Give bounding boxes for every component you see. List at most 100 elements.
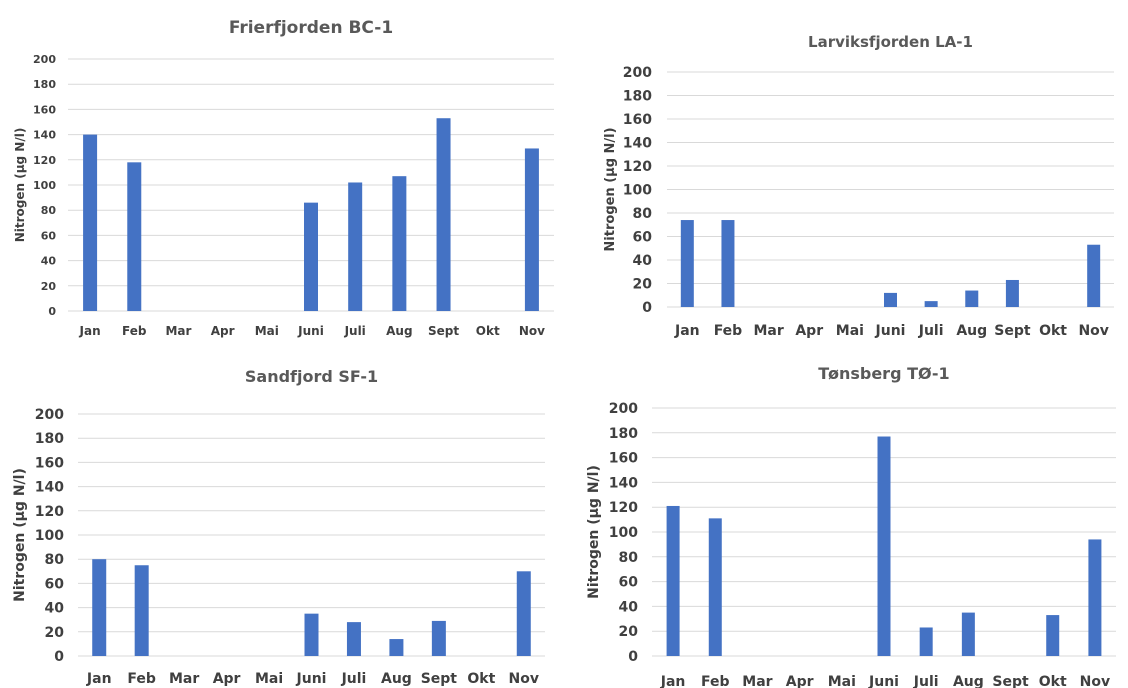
y-tick-label: 60 bbox=[633, 230, 653, 246]
x-tick-label: Okt bbox=[476, 324, 500, 338]
bar bbox=[304, 202, 318, 311]
bar bbox=[346, 622, 361, 656]
chart-title: Frierfjorden BC-1 bbox=[229, 18, 393, 38]
x-tick-label: Aug bbox=[386, 324, 412, 338]
y-tick-label: 100 bbox=[33, 179, 56, 192]
bar bbox=[436, 118, 451, 311]
x-tick-label: Apr bbox=[795, 323, 823, 339]
x-tick-label: Nov bbox=[509, 671, 539, 687]
y-tick-label: 120 bbox=[623, 159, 652, 175]
y-tick-label: 180 bbox=[623, 89, 652, 105]
y-tick-label: 20 bbox=[41, 280, 57, 293]
y-tick-label: 20 bbox=[633, 277, 653, 293]
y-tick-label: 20 bbox=[619, 624, 639, 640]
x-tick-label: Feb bbox=[127, 671, 156, 687]
y-tick-label: 0 bbox=[642, 300, 652, 316]
bar bbox=[524, 148, 539, 311]
x-tick-label: Okt bbox=[1039, 674, 1067, 688]
bar bbox=[304, 613, 319, 656]
x-tick-label: Mai bbox=[836, 323, 864, 339]
y-axis-label: Nitrogen (µg N/l) bbox=[603, 127, 618, 251]
bar bbox=[884, 292, 897, 307]
bar bbox=[1087, 244, 1101, 307]
y-tick-label: 40 bbox=[41, 255, 57, 268]
bar bbox=[392, 176, 407, 311]
bar bbox=[83, 134, 98, 311]
x-tick-label: Juli bbox=[341, 671, 367, 687]
x-tick-label: Aug bbox=[381, 671, 412, 687]
x-tick-label: Jan bbox=[79, 324, 101, 338]
x-tick-label: Mar bbox=[753, 323, 783, 339]
x-tick-label: Apr bbox=[786, 674, 814, 688]
y-axis-label: Nitrogen (µg N/l) bbox=[586, 465, 602, 599]
x-tick-label: Mai bbox=[255, 324, 279, 338]
x-tick-label: Aug bbox=[953, 674, 984, 688]
x-tick-label: Jan bbox=[86, 671, 112, 687]
x-tick-label: Sept bbox=[992, 674, 1029, 688]
x-tick-label: Juni bbox=[868, 674, 899, 688]
y-tick-label: 180 bbox=[33, 78, 56, 91]
y-axis-label: Nitrogen (µg N/l) bbox=[12, 468, 28, 602]
y-tick-label: 200 bbox=[33, 53, 56, 66]
x-tick-label: Apr bbox=[211, 324, 235, 338]
chart-title: Tønsberg TØ-1 bbox=[818, 364, 949, 383]
y-tick-label: 160 bbox=[609, 451, 638, 467]
x-tick-label: Sept bbox=[421, 671, 458, 687]
x-tick-label: Jan bbox=[660, 674, 686, 688]
y-tick-label: 200 bbox=[623, 65, 652, 81]
y-tick-label: 180 bbox=[609, 426, 638, 442]
bar bbox=[1088, 539, 1102, 656]
bar bbox=[708, 518, 722, 656]
chart-title: Sandfjord SF-1 bbox=[245, 367, 378, 386]
y-tick-label: 160 bbox=[33, 103, 56, 116]
bar bbox=[919, 627, 933, 656]
y-tick-label: 60 bbox=[41, 229, 57, 242]
x-tick-label: Okt bbox=[467, 671, 495, 687]
y-tick-label: 100 bbox=[35, 528, 64, 544]
y-tick-label: 140 bbox=[33, 129, 56, 142]
x-tick-label: Mai bbox=[828, 674, 856, 688]
bar bbox=[965, 290, 979, 307]
bar bbox=[961, 612, 975, 656]
x-tick-label: Sept bbox=[994, 323, 1031, 339]
bar bbox=[877, 436, 891, 656]
x-tick-label: Nov bbox=[1078, 323, 1108, 339]
x-tick-label: Mar bbox=[169, 671, 199, 687]
y-tick-label: 200 bbox=[35, 407, 64, 423]
bar bbox=[431, 620, 446, 656]
x-tick-label: Juli bbox=[344, 324, 366, 338]
chart-larviksfjorden: Larviksfjorden LA-1 Nitrogen (µg N/l) 0 20 4… bbox=[603, 33, 1114, 339]
y-tick-label: 100 bbox=[609, 525, 638, 541]
x-tick-label: Okt bbox=[1039, 323, 1067, 339]
chart-sandfjord: Sandfjord SF-1 Nitrogen (µg N/l) 0 20 40 60 80… bbox=[12, 367, 545, 687]
x-tick-label: Apr bbox=[213, 671, 241, 687]
x-tick-label: Feb bbox=[122, 324, 147, 338]
bar bbox=[92, 559, 107, 656]
y-tick-label: 40 bbox=[619, 599, 639, 615]
y-tick-label: 120 bbox=[33, 154, 56, 167]
x-tick-label: Juli bbox=[918, 323, 944, 339]
x-tick-label: Jan bbox=[674, 323, 700, 339]
bar bbox=[127, 162, 142, 311]
y-tick-label: 80 bbox=[41, 204, 57, 217]
bar bbox=[134, 565, 149, 656]
y-tick-label: 140 bbox=[609, 475, 638, 491]
x-tick-label: Juni bbox=[297, 324, 324, 338]
x-tick-label: Mar bbox=[742, 674, 772, 688]
y-tick-label: 80 bbox=[619, 550, 639, 566]
y-tick-label: 160 bbox=[623, 112, 652, 128]
x-tick-label: Juni bbox=[296, 671, 327, 687]
bar bbox=[680, 220, 694, 307]
y-tick-label: 60 bbox=[45, 576, 65, 592]
y-tick-label: 20 bbox=[45, 625, 65, 641]
y-tick-label: 200 bbox=[609, 401, 638, 417]
chart-frierfjorden: Frierfjorden BC-1 Nitrogen (µg N/l) 0 20 40 6… bbox=[13, 18, 554, 338]
y-tick-label: 120 bbox=[35, 504, 64, 520]
x-tick-label: Nov bbox=[519, 324, 545, 338]
x-tick-label: Juli bbox=[913, 674, 939, 688]
chart-tonsberg: Tønsberg TØ-1 Nitrogen (µg N/l) 0 20 40 60 80 1… bbox=[586, 364, 1116, 688]
y-tick-label: 40 bbox=[45, 601, 65, 617]
x-tick-label: Nov bbox=[1080, 674, 1110, 688]
y-tick-label: 40 bbox=[633, 253, 653, 269]
bar bbox=[666, 505, 680, 656]
